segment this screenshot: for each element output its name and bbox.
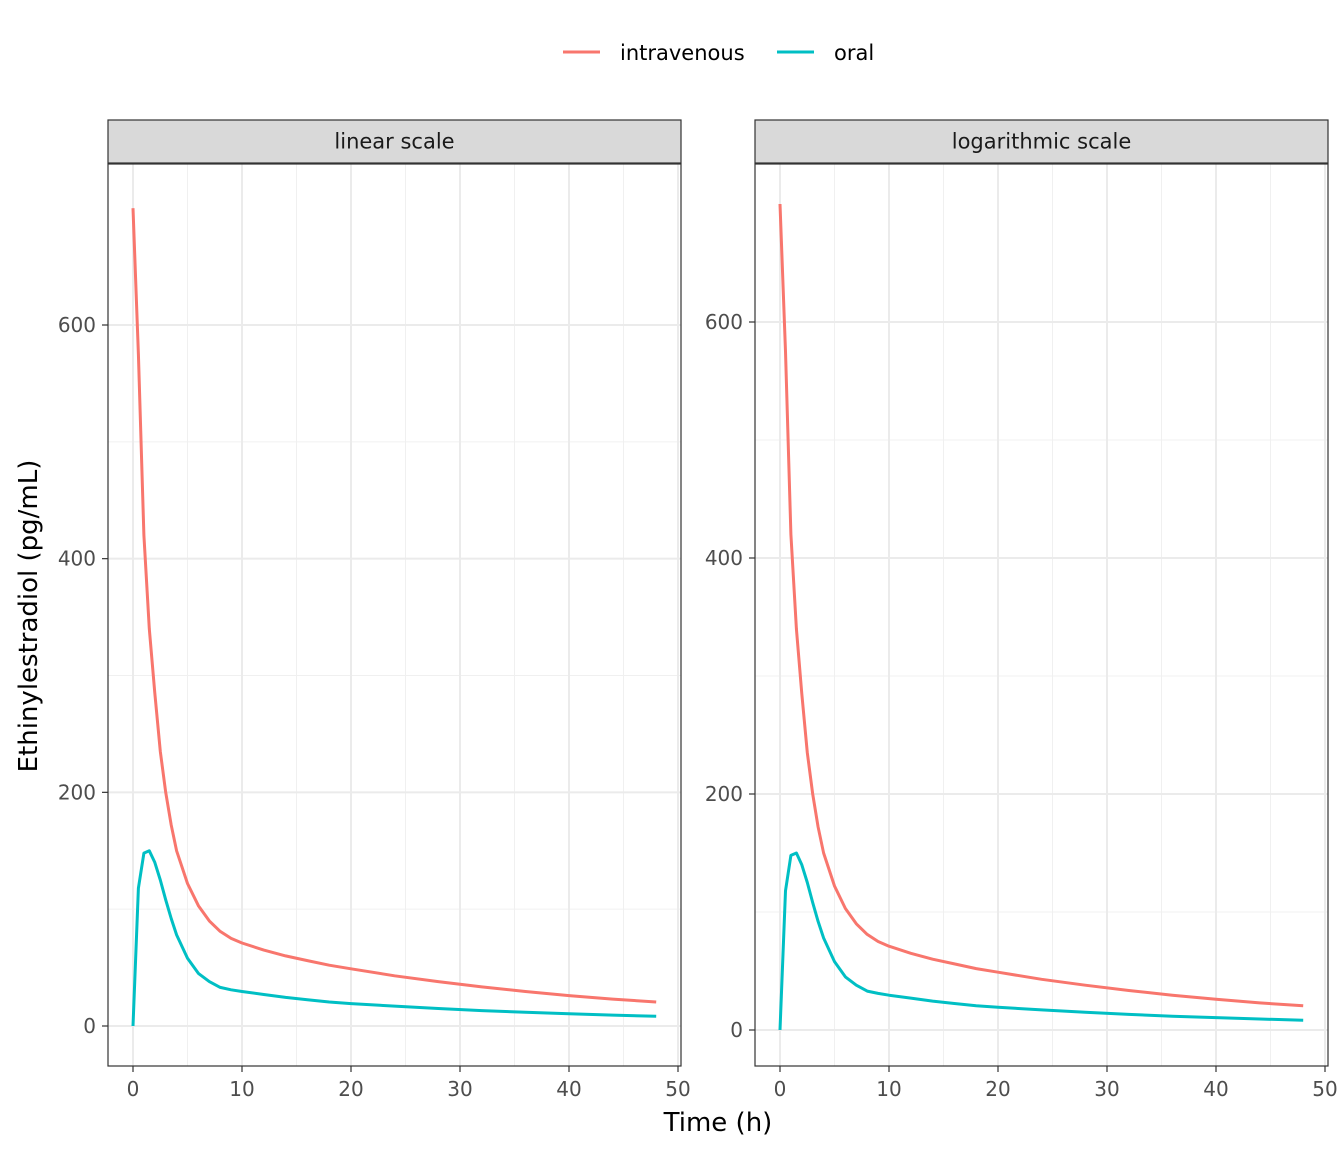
series-line-oral <box>131 849 657 1027</box>
facet-strip <box>754 119 1329 164</box>
x-axis-title: Time (h) <box>663 1108 773 1138</box>
y-tick-label: 400 <box>705 546 743 570</box>
y-axis-title: Ethinylestradiol (pg/mL) <box>14 460 44 773</box>
x-tick-label: 30 <box>447 1077 472 1101</box>
facet-panel-2: logarithmic scale 0 10 20 30 40 50 0 200 400 600 <box>705 119 1338 1101</box>
x-tick-label: 10 <box>876 1077 901 1101</box>
x-tick-label: 20 <box>338 1077 363 1101</box>
x-tick-label: 0 <box>127 1077 140 1101</box>
y-tick-label: 600 <box>58 313 96 337</box>
x-tick-label: 50 <box>665 1077 690 1101</box>
x-tick-label: 30 <box>1094 1077 1119 1101</box>
plot-panel-border <box>107 163 682 1067</box>
y-tick-label: 0 <box>730 1018 743 1042</box>
y-tick-label: 200 <box>58 780 96 804</box>
facet-strip <box>107 119 682 164</box>
plot-panel-border <box>754 163 1329 1067</box>
legend-label-intravenous: intravenous <box>620 41 745 65</box>
y-tick-label: 400 <box>58 547 96 571</box>
plot-panel-background <box>755 164 1328 1066</box>
series-line-intravenous <box>778 203 1304 1008</box>
facet-panel-1: linear scale 0 10 20 30 40 50 0 200 400 600 <box>58 119 691 1101</box>
y-tick-label: 200 <box>705 782 743 806</box>
y-tick-label: 600 <box>705 310 743 334</box>
series-line-oral <box>778 851 1304 1031</box>
x-tick-label: 40 <box>1203 1077 1228 1101</box>
facet-strip-label: linear scale <box>334 130 454 154</box>
x-tick-label: 0 <box>774 1077 787 1101</box>
x-tick-label: 10 <box>229 1077 254 1101</box>
legend: intravenous oral <box>563 41 874 65</box>
legend-label-oral: oral <box>834 41 874 65</box>
plot-panel-background <box>108 164 681 1066</box>
series-line-intravenous <box>131 208 657 1004</box>
x-tick-label: 40 <box>556 1077 581 1101</box>
x-tick-label: 20 <box>985 1077 1010 1101</box>
y-tick-label: 0 <box>83 1014 96 1038</box>
facet-strip-label: logarithmic scale <box>952 130 1132 154</box>
x-tick-label: 50 <box>1312 1077 1337 1101</box>
